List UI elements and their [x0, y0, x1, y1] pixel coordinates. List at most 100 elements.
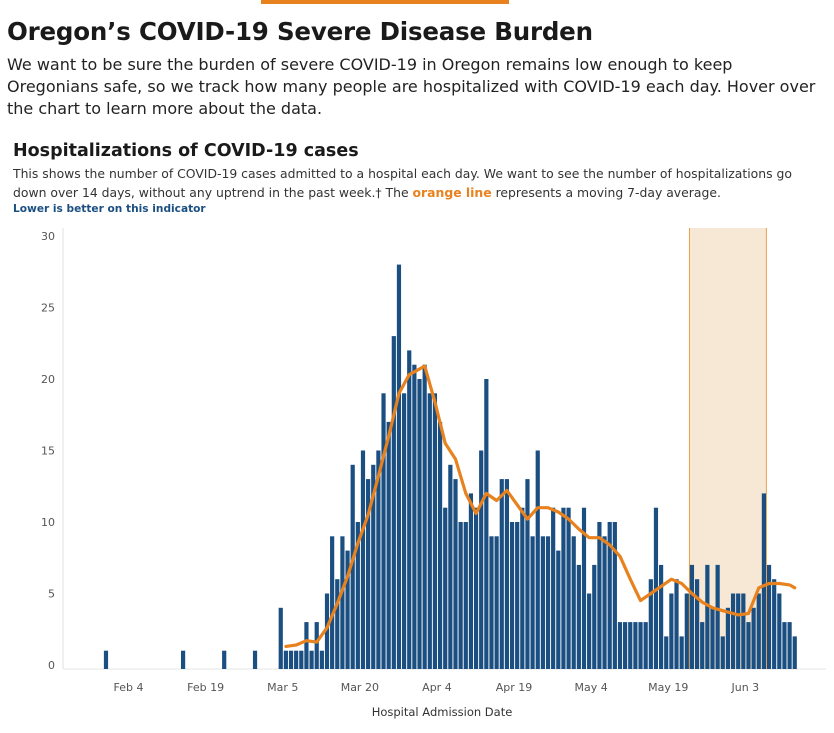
bar[interactable] [515, 522, 520, 669]
bar[interactable] [386, 421, 391, 669]
bar[interactable] [587, 593, 592, 670]
bar[interactable] [669, 593, 674, 670]
bar[interactable] [561, 507, 566, 669]
bar[interactable] [319, 650, 324, 669]
bar[interactable] [782, 622, 787, 669]
bar[interactable] [756, 593, 761, 670]
bar[interactable] [484, 379, 489, 669]
bar[interactable] [335, 579, 340, 669]
bar[interactable] [371, 464, 376, 669]
bar[interactable] [417, 379, 422, 669]
bar[interactable] [545, 536, 551, 669]
bar[interactable] [350, 464, 355, 669]
bar[interactable] [556, 550, 561, 669]
hospitalizations-chart[interactable]: 0 5 10 15 20 25 30 Feb 4 Feb 19 Mar 5 Mar 20 Apr 4 A… [0, 220, 834, 730]
bar[interactable] [468, 493, 474, 669]
bar[interactable] [638, 622, 643, 669]
bar[interactable] [360, 450, 366, 670]
bar[interactable] [345, 550, 350, 669]
bar[interactable] [566, 507, 571, 669]
bar[interactable] [628, 622, 633, 669]
bar[interactable] [432, 393, 438, 669]
bar[interactable] [278, 607, 283, 669]
bar[interactable] [612, 522, 617, 669]
bar[interactable] [458, 522, 463, 669]
bar[interactable] [391, 336, 396, 669]
bar[interactable] [463, 522, 468, 669]
bar[interactable] [407, 350, 412, 669]
bar[interactable] [607, 522, 612, 669]
bar[interactable] [710, 607, 715, 669]
bar[interactable] [288, 650, 294, 669]
bar[interactable] [299, 650, 304, 669]
bar[interactable] [381, 393, 386, 669]
bar[interactable] [674, 579, 679, 669]
bar[interactable] [746, 622, 751, 669]
bar[interactable] [525, 479, 530, 669]
bar[interactable] [597, 522, 602, 669]
bar[interactable] [689, 564, 695, 669]
bar[interactable] [489, 536, 494, 669]
bar[interactable] [777, 593, 782, 670]
bar[interactable] [664, 636, 669, 669]
bar[interactable] [366, 479, 371, 669]
bar[interactable] [222, 650, 227, 669]
bar[interactable] [396, 264, 402, 669]
bar[interactable] [494, 536, 499, 669]
bar[interactable] [448, 464, 453, 669]
bar[interactable] [304, 622, 309, 669]
bar[interactable] [402, 393, 407, 669]
bar[interactable] [679, 636, 684, 669]
bar[interactable] [736, 593, 741, 670]
bar[interactable] [504, 479, 509, 669]
bar[interactable] [535, 450, 540, 670]
bar[interactable] [766, 564, 772, 669]
bar[interactable] [715, 564, 720, 669]
bar[interactable] [499, 479, 504, 669]
bar[interactable] [412, 364, 417, 669]
bar[interactable] [103, 650, 109, 669]
bar[interactable] [705, 564, 710, 669]
bar[interactable] [772, 579, 777, 669]
bar[interactable] [294, 650, 299, 669]
bar[interactable] [479, 450, 484, 670]
bar[interactable] [355, 522, 360, 669]
bar[interactable] [720, 636, 725, 669]
bar[interactable] [340, 536, 345, 669]
bar[interactable] [581, 507, 587, 669]
bar[interactable] [376, 450, 381, 670]
bar[interactable] [509, 522, 515, 669]
bar[interactable] [330, 536, 335, 669]
bar[interactable] [751, 607, 756, 669]
bar[interactable] [453, 479, 458, 669]
bar[interactable] [551, 507, 556, 669]
bar[interactable] [741, 593, 746, 670]
bar[interactable] [180, 650, 186, 669]
bar[interactable] [592, 564, 597, 669]
bar[interactable] [787, 622, 792, 669]
bar[interactable] [730, 593, 736, 670]
bar[interactable] [520, 507, 525, 669]
bar[interactable] [761, 493, 766, 669]
bar[interactable] [427, 393, 432, 669]
bar[interactable] [309, 650, 314, 669]
bar[interactable] [725, 607, 731, 669]
bar[interactable] [437, 421, 443, 669]
bar[interactable] [530, 536, 535, 669]
bar[interactable] [283, 650, 288, 669]
bar[interactable] [617, 622, 623, 669]
bar[interactable] [422, 364, 427, 669]
bar[interactable] [633, 622, 638, 669]
bar[interactable] [473, 507, 479, 669]
bar[interactable] [643, 622, 648, 669]
bar[interactable] [314, 622, 319, 669]
bar[interactable] [648, 579, 653, 669]
bar[interactable] [684, 593, 689, 670]
bar[interactable] [792, 636, 797, 669]
bar[interactable] [576, 564, 581, 669]
bar[interactable] [623, 622, 628, 669]
bar[interactable] [602, 536, 607, 669]
bar[interactable] [324, 593, 330, 670]
bar[interactable] [540, 536, 545, 669]
bar[interactable] [443, 507, 448, 669]
